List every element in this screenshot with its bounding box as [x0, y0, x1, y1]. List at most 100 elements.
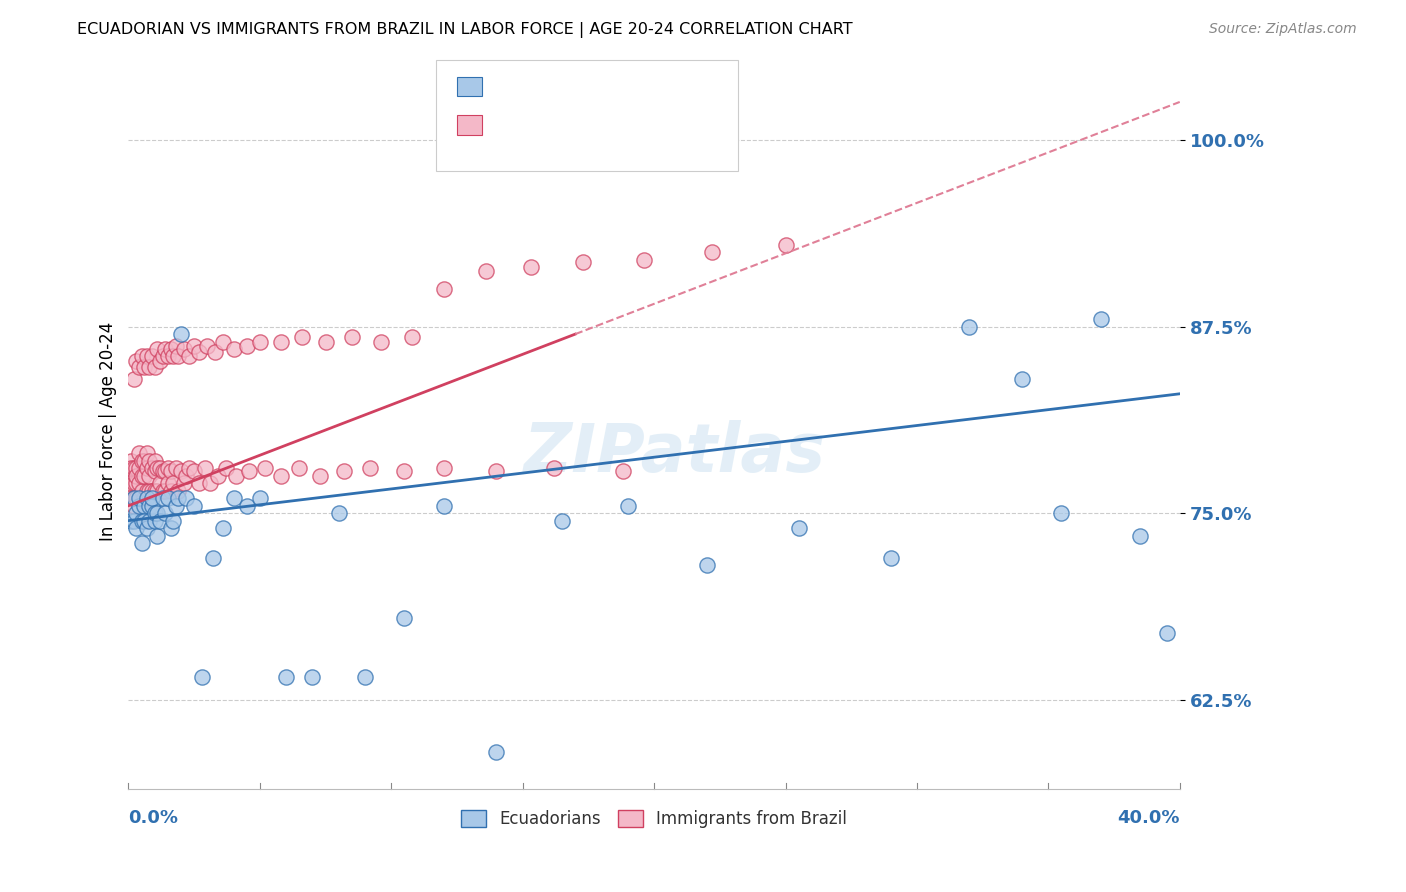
- Point: [485, 464, 508, 478]
- Point: [633, 252, 655, 267]
- Text: 0.0%: 0.0%: [128, 809, 179, 827]
- Point: [128, 491, 150, 506]
- Point: [152, 350, 174, 364]
- Point: [131, 483, 153, 498]
- Point: [787, 521, 810, 535]
- Point: [128, 476, 150, 491]
- Point: [1011, 372, 1033, 386]
- Point: [183, 339, 205, 353]
- Point: [183, 499, 205, 513]
- Point: [270, 468, 292, 483]
- Point: [143, 359, 166, 374]
- Y-axis label: In Labor Force | Age 20-24: In Labor Force | Age 20-24: [100, 321, 117, 541]
- Point: [156, 350, 179, 364]
- Point: [700, 245, 723, 260]
- Point: [165, 339, 187, 353]
- Text: R =: R =: [494, 120, 536, 139]
- Point: [156, 476, 179, 491]
- Text: 0.238: 0.238: [530, 82, 592, 101]
- Point: [222, 342, 245, 356]
- Point: [394, 610, 416, 624]
- Point: [122, 491, 145, 506]
- Point: [146, 461, 169, 475]
- Point: [249, 334, 271, 349]
- Point: [207, 468, 229, 483]
- Point: [288, 461, 311, 475]
- Point: [212, 334, 235, 349]
- Point: [1129, 528, 1152, 542]
- Point: [125, 476, 148, 491]
- Point: [959, 319, 981, 334]
- Point: [879, 550, 901, 565]
- Point: [551, 514, 574, 528]
- Point: [143, 514, 166, 528]
- Point: [149, 476, 172, 491]
- Point: [134, 491, 156, 506]
- Point: [134, 514, 156, 528]
- Point: [156, 461, 179, 475]
- Point: [433, 461, 456, 475]
- Point: [309, 468, 332, 483]
- Point: [155, 506, 177, 520]
- Point: [1090, 312, 1112, 326]
- Point: [301, 670, 323, 684]
- Point: [212, 521, 235, 535]
- Point: [125, 468, 148, 483]
- Text: 40.0%: 40.0%: [1118, 809, 1180, 827]
- Point: [235, 339, 257, 353]
- Point: [225, 468, 247, 483]
- Point: [131, 468, 153, 483]
- Point: [165, 499, 187, 513]
- Point: [159, 342, 181, 356]
- Point: [156, 491, 179, 506]
- Point: [291, 330, 314, 344]
- Point: [122, 514, 145, 528]
- Point: [215, 461, 238, 475]
- Point: [188, 476, 211, 491]
- Point: [238, 464, 260, 478]
- Point: [177, 461, 200, 475]
- Point: [152, 483, 174, 498]
- Point: [125, 491, 148, 506]
- Point: [194, 461, 217, 475]
- Point: [120, 454, 142, 468]
- Point: [131, 514, 153, 528]
- Text: R =: R =: [494, 82, 536, 101]
- Point: [149, 514, 172, 528]
- Point: [1156, 625, 1178, 640]
- Point: [167, 483, 190, 498]
- Point: [135, 521, 157, 535]
- Point: [122, 491, 145, 506]
- Point: [276, 670, 298, 684]
- Point: [138, 454, 160, 468]
- Point: [149, 461, 172, 475]
- Point: [152, 464, 174, 478]
- Point: [174, 491, 197, 506]
- Point: [141, 499, 163, 513]
- Point: [1050, 506, 1073, 520]
- Point: [122, 499, 145, 513]
- Point: [159, 521, 181, 535]
- Point: [122, 461, 145, 475]
- Point: [146, 506, 169, 520]
- Point: [125, 521, 148, 535]
- Point: [328, 506, 350, 520]
- Point: [152, 491, 174, 506]
- Point: [143, 483, 166, 498]
- Text: 111: 111: [637, 120, 678, 139]
- Point: [354, 670, 377, 684]
- Point: [146, 483, 169, 498]
- Point: [340, 330, 363, 344]
- Point: [134, 499, 156, 513]
- Text: 60: 60: [637, 82, 664, 101]
- Point: [143, 464, 166, 478]
- Point: [128, 499, 150, 513]
- Point: [120, 491, 142, 506]
- Point: [162, 476, 184, 491]
- Point: [170, 464, 193, 478]
- Text: Source: ZipAtlas.com: Source: ZipAtlas.com: [1209, 22, 1357, 37]
- Point: [138, 468, 160, 483]
- Point: [201, 550, 224, 565]
- Point: [143, 454, 166, 468]
- Point: [122, 476, 145, 491]
